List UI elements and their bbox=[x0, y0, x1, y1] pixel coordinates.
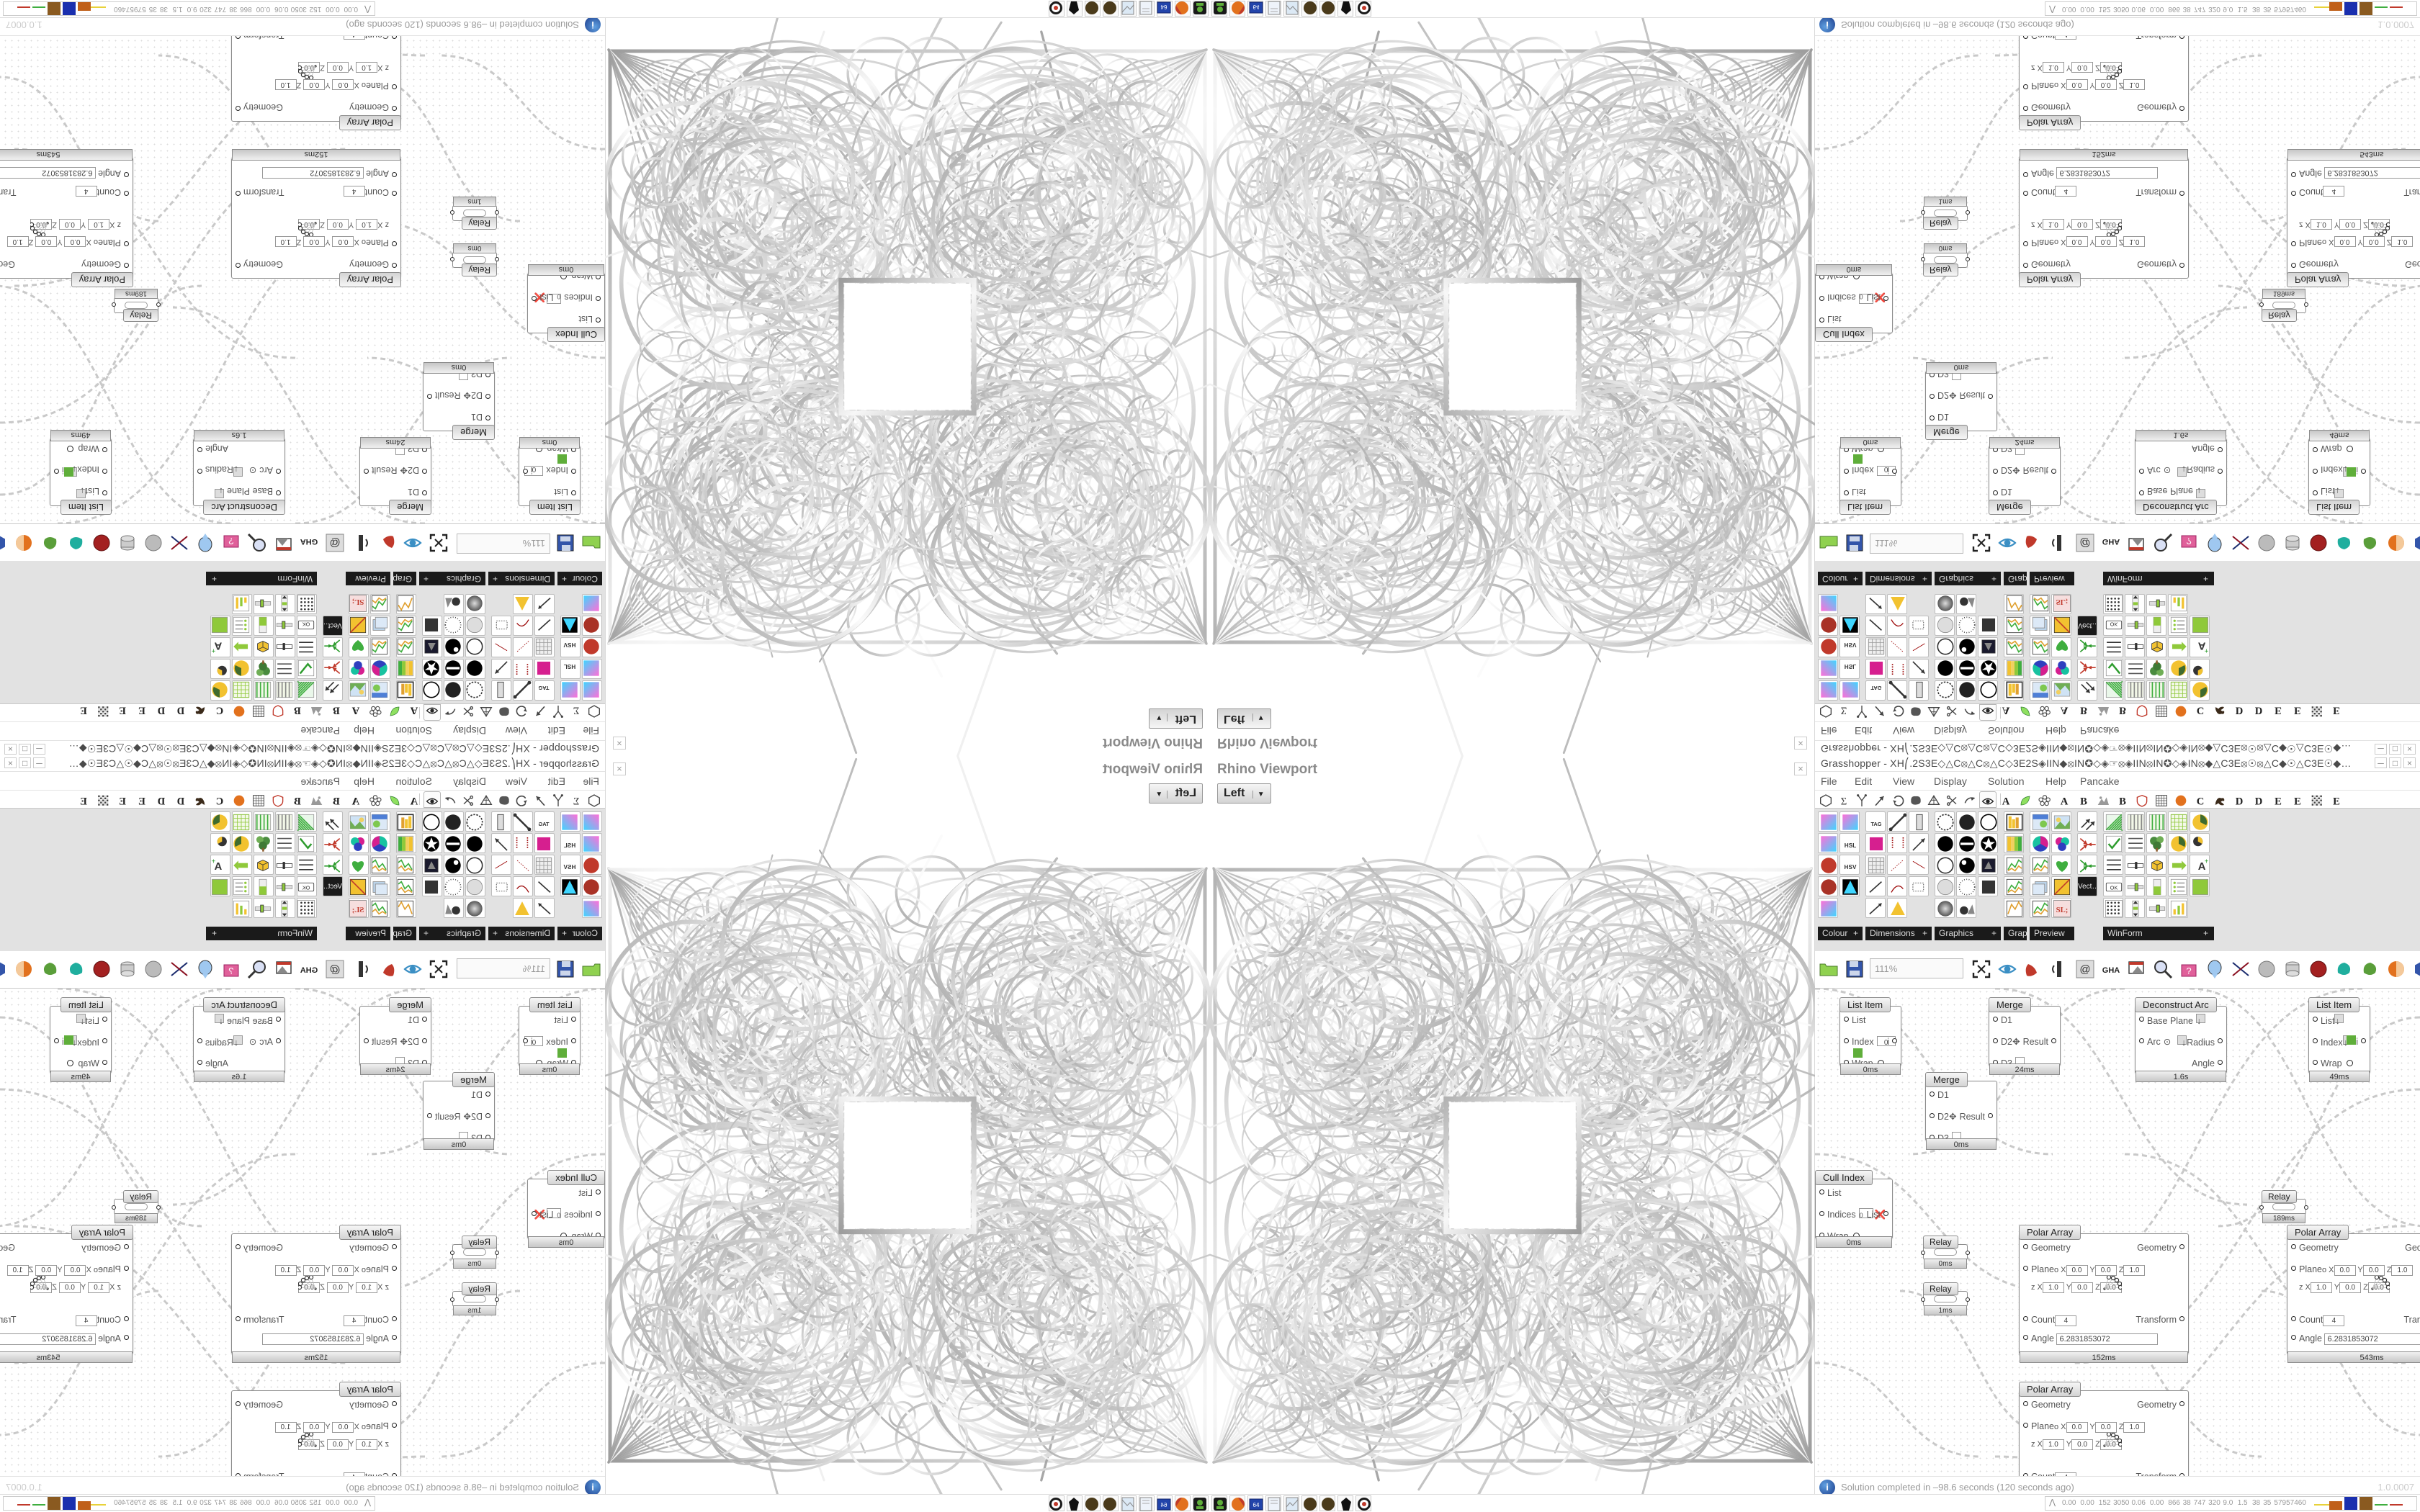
svg-text:E: E bbox=[2275, 796, 2282, 807]
svg-text:E: E bbox=[138, 705, 145, 716]
svg-text:@: @ bbox=[2079, 963, 2090, 976]
svg-text:SL;: SL; bbox=[352, 906, 364, 914]
svg-text:TAG: TAG bbox=[1870, 821, 1881, 827]
svg-text:SL;: SL; bbox=[2056, 906, 2069, 914]
svg-text:OK: OK bbox=[2110, 884, 2118, 891]
svg-text:B: B bbox=[294, 705, 301, 716]
svg-text:@: @ bbox=[329, 536, 340, 549]
svg-text:TAG: TAG bbox=[538, 821, 549, 827]
svg-text:A: A bbox=[410, 796, 418, 807]
svg-text:+: + bbox=[211, 858, 215, 866]
svg-text:OK: OK bbox=[2110, 621, 2118, 628]
svg-text:64: 64 bbox=[1253, 1502, 1260, 1508]
svg-text:D: D bbox=[177, 705, 185, 716]
svg-text:TAG: TAG bbox=[1870, 685, 1881, 691]
svg-text:B: B bbox=[333, 705, 340, 716]
svg-text:D: D bbox=[2255, 796, 2263, 807]
svg-text:E: E bbox=[2275, 705, 2282, 716]
svg-text:B: B bbox=[2119, 796, 2126, 807]
svg-text:?: ? bbox=[228, 536, 233, 546]
svg-text:A: A bbox=[2002, 796, 2010, 807]
svg-text:C: C bbox=[216, 705, 224, 716]
svg-text:D: D bbox=[177, 796, 185, 807]
svg-text:B: B bbox=[2080, 796, 2087, 807]
svg-text:HSL: HSL bbox=[564, 842, 575, 849]
svg-text:64: 64 bbox=[1160, 4, 1167, 10]
svg-text:A: A bbox=[2002, 705, 2010, 716]
svg-text:TAG: TAG bbox=[538, 685, 549, 691]
svg-text:B: B bbox=[2080, 705, 2087, 716]
svg-text:E: E bbox=[80, 796, 87, 807]
svg-text:OK: OK bbox=[302, 621, 310, 628]
svg-text:Σ: Σ bbox=[573, 796, 580, 807]
svg-text:HSV: HSV bbox=[1845, 642, 1857, 648]
svg-text:C: C bbox=[2197, 796, 2205, 807]
svg-text:D: D bbox=[2236, 796, 2244, 807]
svg-text:@: @ bbox=[329, 963, 340, 976]
svg-text:E: E bbox=[138, 796, 145, 807]
svg-text:?: ? bbox=[2186, 966, 2191, 976]
svg-text:E: E bbox=[2294, 705, 2301, 716]
svg-text:HSV: HSV bbox=[563, 864, 575, 870]
svg-text:C: C bbox=[2197, 705, 2205, 716]
svg-text:HSL: HSL bbox=[1845, 663, 1856, 670]
svg-text:GHA: GHA bbox=[2102, 966, 2120, 975]
svg-text:B: B bbox=[333, 796, 340, 807]
svg-text:SL;: SL; bbox=[2056, 598, 2069, 606]
svg-text:GHA: GHA bbox=[2102, 537, 2120, 546]
svg-text:HSV: HSV bbox=[563, 642, 575, 648]
svg-text:D: D bbox=[158, 796, 166, 807]
svg-text:+: + bbox=[211, 646, 215, 654]
svg-text:SL;: SL; bbox=[352, 598, 364, 606]
svg-text:HSL: HSL bbox=[1845, 842, 1856, 849]
svg-text:E: E bbox=[119, 705, 126, 716]
svg-text:E: E bbox=[2294, 796, 2301, 807]
svg-text:A: A bbox=[351, 796, 359, 807]
svg-text:D: D bbox=[2236, 705, 2244, 716]
svg-text:Σ: Σ bbox=[1841, 705, 1847, 716]
svg-text:A: A bbox=[2061, 796, 2069, 807]
svg-text:B: B bbox=[294, 796, 301, 807]
svg-text:B: B bbox=[2119, 705, 2126, 716]
svg-text:OK: OK bbox=[302, 884, 310, 891]
svg-text:E: E bbox=[2333, 796, 2340, 807]
svg-text:64: 64 bbox=[1253, 4, 1260, 10]
svg-text:E: E bbox=[2333, 705, 2340, 716]
svg-text:C: C bbox=[216, 796, 224, 807]
svg-text:+: + bbox=[2205, 646, 2209, 654]
svg-text:@: @ bbox=[2079, 536, 2090, 549]
svg-text:HSV: HSV bbox=[1845, 864, 1857, 870]
svg-text:HSL: HSL bbox=[564, 663, 575, 670]
svg-text:+: + bbox=[2205, 858, 2209, 866]
svg-text:A: A bbox=[410, 705, 418, 716]
svg-text:64: 64 bbox=[1160, 1502, 1167, 1508]
svg-text:GHA: GHA bbox=[300, 537, 318, 546]
svg-text:Σ: Σ bbox=[573, 705, 580, 716]
svg-text:A: A bbox=[2061, 705, 2069, 716]
svg-text:E: E bbox=[80, 705, 87, 716]
svg-text:A: A bbox=[351, 705, 359, 716]
svg-text:GHA: GHA bbox=[300, 966, 318, 975]
svg-text:E: E bbox=[119, 796, 126, 807]
svg-text:D: D bbox=[2255, 705, 2263, 716]
svg-text:?: ? bbox=[2186, 536, 2191, 546]
svg-text:D: D bbox=[158, 705, 166, 716]
svg-text:?: ? bbox=[228, 966, 233, 976]
svg-text:Σ: Σ bbox=[1841, 796, 1847, 807]
